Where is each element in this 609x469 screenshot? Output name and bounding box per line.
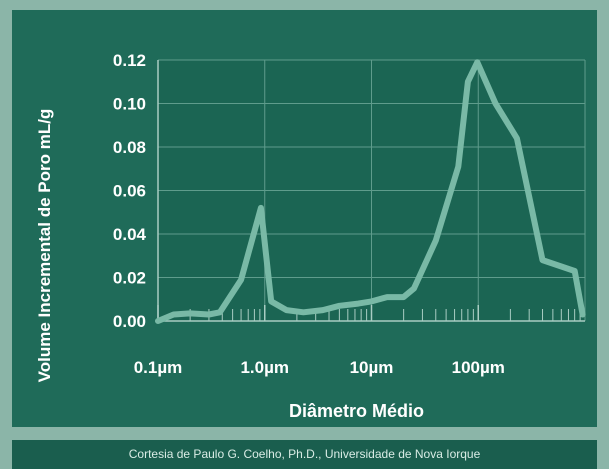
x-tick-label: 100µm bbox=[452, 358, 505, 377]
x-tick-label: 1.0µm bbox=[240, 358, 289, 377]
y-tick-label: 0.00 bbox=[113, 312, 146, 331]
x-axis-label: Diâmetro Médio bbox=[289, 401, 424, 421]
y-tick-label: 0.06 bbox=[113, 182, 146, 201]
image-credit: Cortesia de Paulo G. Coelho, Ph.D., Univ… bbox=[12, 440, 597, 469]
y-tick-label: 0.12 bbox=[113, 51, 146, 70]
y-tick-label: 0.10 bbox=[113, 95, 146, 114]
y-axis-label: Volume Incremental de Poro mL/g bbox=[35, 109, 54, 383]
pore-volume-chart: 0.00 0.02 0.04 0.06 0.08 0.10 0.12 0.1µm 1.0µm 10… bbox=[35, 51, 586, 421]
y-tick-label: 0.08 bbox=[113, 138, 146, 157]
y-tick-label: 0.02 bbox=[113, 269, 146, 288]
x-tick-label: 0.1µm bbox=[134, 358, 183, 377]
y-tick-label: 0.04 bbox=[113, 225, 147, 244]
x-tick-label: 10µm bbox=[350, 358, 394, 377]
series-line bbox=[155, 59, 586, 324]
chart-panel: 0.00 0.02 0.04 0.06 0.08 0.10 0.12 0.1µm 1.0µm 10… bbox=[12, 10, 597, 427]
